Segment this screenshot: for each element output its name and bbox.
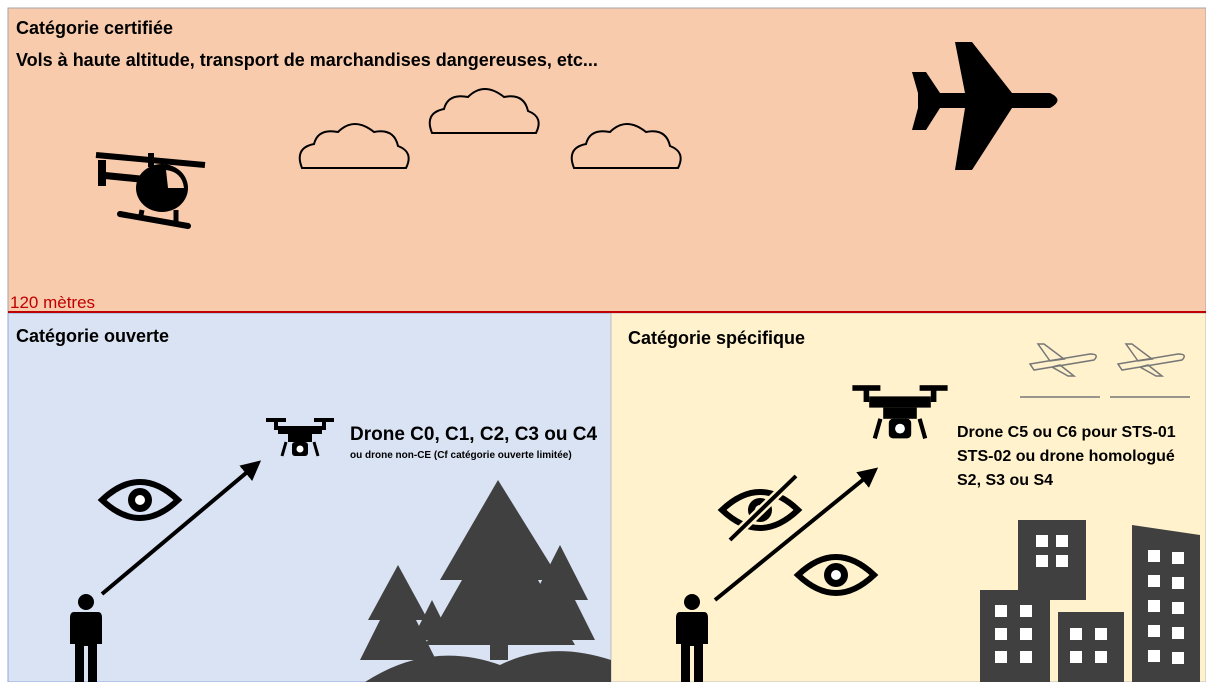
altitude-label: 120 mètres: [10, 293, 95, 312]
specific-line: S2, S3 ou S4: [957, 472, 1053, 489]
certified-subtitle: Vols à haute altitude, transport de marc…: [16, 50, 598, 70]
page: {"top": {"title": "Catégorie certifiée",…: [0, 0, 1206, 682]
open-title: Catégorie ouverte: [16, 326, 169, 346]
certified-title: Catégorie certifiée: [16, 18, 173, 38]
specific-line: Drone C5 ou C6 pour STS-01: [957, 424, 1176, 441]
open-drone: Drone C0, C1, C2, C3 ou C4: [350, 424, 597, 445]
specific-title: Catégorie spécifique: [628, 328, 805, 348]
specific-line: STS-02 ou drone homologué: [957, 448, 1175, 465]
open-note: ou drone non-CE (Cf catégorie ouverte li…: [350, 450, 572, 461]
diagram: Catégorie certifiée Vols à haute altitud…: [0, 0, 1206, 682]
